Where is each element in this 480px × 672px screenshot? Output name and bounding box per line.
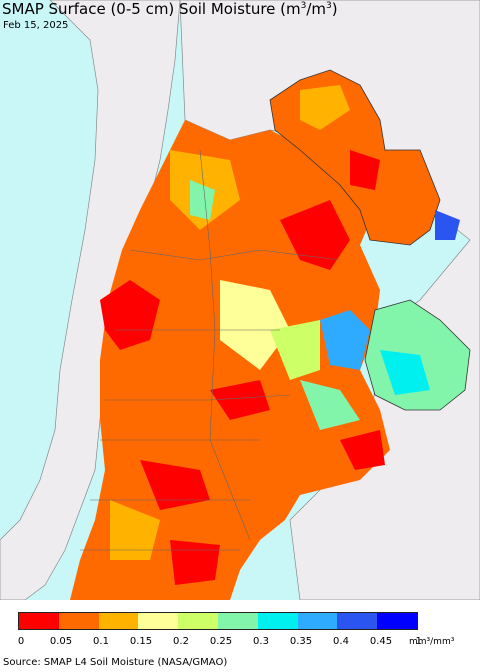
legend-swatch <box>337 613 378 629</box>
legend-tick-label: 0.2 <box>173 636 189 647</box>
legend-tick-label: 0 <box>17 636 25 647</box>
paraguay-dry-patch <box>350 150 380 190</box>
legend-tick-label: 0.15 <box>129 636 153 647</box>
province-borders <box>80 149 341 551</box>
legend-tick-label: 0.4 <box>333 636 349 647</box>
uruguay-wet-patch <box>380 350 430 395</box>
legend-ticks: 0 0.05 0.1 0.15 0.2 0.25 0.3 0.35 0.4 0.45 1 <box>0 636 480 650</box>
legend-tick-label: 1 <box>415 636 422 647</box>
legend-swatch <box>138 613 179 629</box>
legend-swatch <box>178 613 218 629</box>
legend-tick-label: 0.25 <box>209 636 233 647</box>
soil-moisture-map <box>0 0 480 600</box>
chile-land <box>0 0 181 600</box>
legend-swatch <box>19 613 59 629</box>
paraguay-patch <box>300 85 350 130</box>
paraguay-wet-patch <box>435 210 460 240</box>
legend-tick-label: 0.05 <box>49 636 73 647</box>
legend-tick-label: 0.1 <box>93 636 109 647</box>
color-legend <box>18 612 418 630</box>
legend-tick-label: 0.45 <box>369 636 393 647</box>
map-date: Feb 15, 2025 <box>3 20 69 31</box>
legend-swatch <box>98 613 139 629</box>
legend-swatch <box>377 613 417 629</box>
map-title: SMAP Surface (0-5 cm) Soil Moisture (m3/… <box>2 0 338 18</box>
source-credit: Source: SMAP L4 Soil Moisture (NASA/GMAO… <box>3 657 228 668</box>
legend-tick-label: 0.3 <box>253 636 269 647</box>
legend-units: mm³/mm³ <box>409 637 455 647</box>
legend-swatch <box>297 613 338 629</box>
legend-swatch <box>58 613 99 629</box>
legend-tick-label: 0.35 <box>289 636 313 647</box>
legend-swatch <box>217 613 258 629</box>
argentina-region <box>70 120 390 600</box>
legend-swatch <box>257 613 298 629</box>
